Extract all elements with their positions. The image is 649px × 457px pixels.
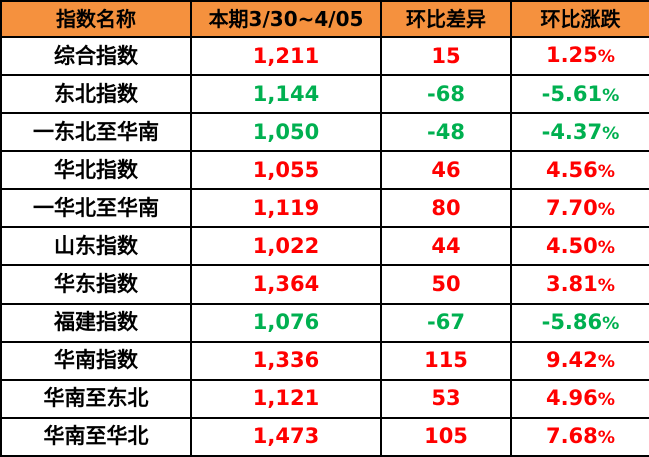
header-current-period: 本期3/30~4/05 xyxy=(190,0,382,38)
header-row: 指数名称 本期3/30~4/05 环比差异 环比涨跌 xyxy=(0,0,649,38)
table-row: 东北指数 1,144 -68 -5.61% xyxy=(0,74,649,115)
current-value-cell: 1,121 xyxy=(190,378,382,419)
mom-difference-cell: 53 xyxy=(380,378,512,419)
current-value-cell: 1,211 xyxy=(190,35,382,77)
table-row: 华东指数 1,364 50 3.81% xyxy=(0,264,649,305)
index-name-cell: 东北指数 xyxy=(0,74,192,115)
mom-change-cell: 9.42% xyxy=(510,340,649,381)
table-row: 华南至东北 1,121 53 4.96% xyxy=(0,378,649,419)
mom-change-cell: -5.61% xyxy=(510,74,649,115)
current-value-cell: 1,050 xyxy=(190,112,382,153)
index-name-cell: 华北指数 xyxy=(0,150,192,191)
current-value-cell: 1,055 xyxy=(190,150,382,191)
mom-change-cell: 4.56% xyxy=(510,150,649,191)
mom-difference-cell: -48 xyxy=(380,112,512,153)
mom-change-cell: -4.37% xyxy=(510,112,649,153)
table-row: 华北指数 1,055 46 4.56% xyxy=(0,150,649,191)
table-row: 综合指数 1,211 15 1.25% xyxy=(0,35,649,77)
mom-difference-cell: -67 xyxy=(380,302,512,343)
header-mom-difference: 环比差异 xyxy=(380,0,512,38)
index-name-cell: 华南至华北 xyxy=(0,416,192,457)
index-name-cell: 山东指数 xyxy=(0,226,192,267)
index-name-cell: 华南至东北 xyxy=(0,378,192,419)
current-value-cell: 1,076 xyxy=(190,302,382,343)
table-row: 山东指数 1,022 44 4.50% xyxy=(0,226,649,267)
mom-difference-cell: 115 xyxy=(380,340,512,381)
header-index-name: 指数名称 xyxy=(0,0,192,38)
mom-change-cell: -5.86% xyxy=(510,302,649,343)
index-name-cell: 华东指数 xyxy=(0,264,192,305)
index-name-cell: 华南指数 xyxy=(0,340,192,381)
current-value-cell: 1,022 xyxy=(190,226,382,267)
table-row: 一华北至华南 1,119 80 7.70% xyxy=(0,188,649,229)
current-value-cell: 1,119 xyxy=(190,188,382,229)
table-body: 综合指数 1,211 15 1.25% 东北指数 1,144 -68 -5.61% 一东北至华南… xyxy=(0,35,649,457)
mom-difference-cell: -68 xyxy=(380,74,512,115)
current-value-cell: 1,473 xyxy=(190,416,382,457)
header-mom-change: 环比涨跌 xyxy=(510,0,649,38)
index-name-cell: 福建指数 xyxy=(0,302,192,343)
mom-change-cell: 3.81% xyxy=(510,264,649,305)
table-row: 福建指数 1,076 -67 -5.86% xyxy=(0,302,649,343)
mom-difference-cell: 15 xyxy=(380,35,512,77)
index-name-cell: 综合指数 xyxy=(0,35,192,77)
current-value-cell: 1,336 xyxy=(190,340,382,381)
mom-difference-cell: 80 xyxy=(380,188,512,229)
mom-change-cell: 1.25% xyxy=(510,35,649,77)
table-row: 一东北至华南 1,050 -48 -4.37% xyxy=(0,112,649,153)
table-row: 华南至华北 1,473 105 7.68% xyxy=(0,416,649,457)
index-name-cell: 一东北至华南 xyxy=(0,112,192,153)
current-value-cell: 1,144 xyxy=(190,74,382,115)
mom-difference-cell: 105 xyxy=(380,416,512,457)
current-value-cell: 1,364 xyxy=(190,264,382,305)
mom-difference-cell: 50 xyxy=(380,264,512,305)
mom-difference-cell: 44 xyxy=(380,226,512,267)
mom-change-cell: 4.96% xyxy=(510,378,649,419)
table-row: 华南指数 1,336 115 9.42% xyxy=(0,340,649,381)
mom-change-cell: 4.50% xyxy=(510,226,649,267)
mom-difference-cell: 46 xyxy=(380,150,512,191)
index-name-cell: 一华北至华南 xyxy=(0,188,192,229)
mom-change-cell: 7.68% xyxy=(510,416,649,457)
mom-change-cell: 7.70% xyxy=(510,188,649,229)
